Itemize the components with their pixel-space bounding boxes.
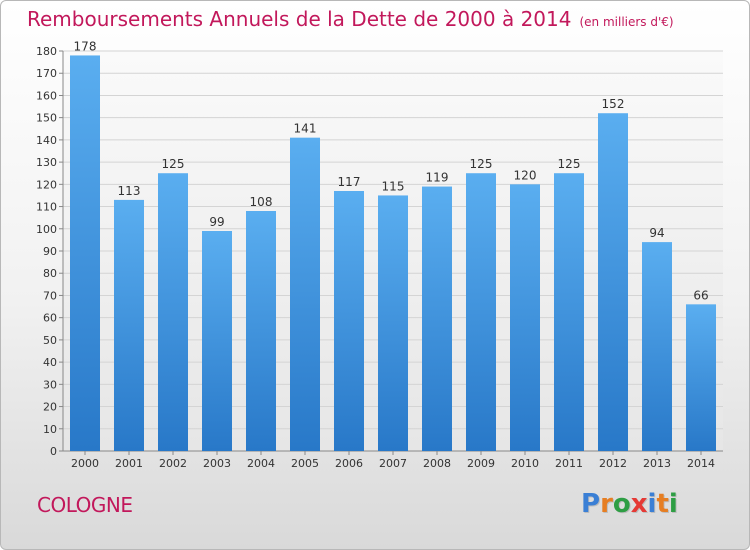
y-tick-label: 20 <box>43 401 57 414</box>
y-tick-label: 120 <box>36 178 57 191</box>
logo-letter: t <box>656 489 669 519</box>
bar <box>158 173 188 451</box>
logo-letter: o <box>612 489 631 519</box>
bar <box>554 173 584 451</box>
y-tick-label: 160 <box>36 89 57 102</box>
bar <box>290 137 320 451</box>
logo-letter: i <box>668 489 678 519</box>
y-tick-label: 40 <box>43 356 57 369</box>
city-name: COLOGNE <box>37 493 133 517</box>
logo-letter: i <box>647 489 657 519</box>
bar-value-label: 125 <box>558 157 581 171</box>
bar-value-label: 113 <box>118 184 141 198</box>
y-tick-label: 90 <box>43 245 57 258</box>
bar-value-label: 119 <box>426 171 449 185</box>
bar-value-label: 94 <box>649 226 664 240</box>
bar-value-label: 141 <box>294 122 317 136</box>
bar <box>686 304 716 451</box>
y-tick-label: 150 <box>36 112 57 125</box>
y-tick-label: 80 <box>43 267 57 280</box>
bar <box>510 184 540 452</box>
y-tick-label: 170 <box>36 67 57 80</box>
x-tick-label: 2011 <box>555 457 583 470</box>
bar-value-label: 178 <box>74 39 97 53</box>
y-tick-label: 110 <box>36 201 57 214</box>
y-tick-label: 30 <box>43 378 57 391</box>
y-tick-label: 10 <box>43 423 57 436</box>
y-tick-label: 50 <box>43 334 57 347</box>
bar-value-label: 125 <box>162 157 185 171</box>
bar <box>466 173 496 451</box>
bar-value-label: 120 <box>514 168 537 182</box>
x-tick-label: 2007 <box>379 457 407 470</box>
bar <box>598 113 628 451</box>
y-tick-label: 130 <box>36 156 57 169</box>
bar <box>246 211 276 451</box>
bar-value-label: 117 <box>338 175 361 189</box>
x-tick-label: 2002 <box>159 457 187 470</box>
x-tick-label: 2012 <box>599 457 627 470</box>
chart-title: Remboursements Annuels de la Dette de 20… <box>27 7 674 31</box>
x-tick-label: 2008 <box>423 457 451 470</box>
chart-subtitle: (en milliers d'€) <box>579 15 674 29</box>
x-tick-label: 2010 <box>511 457 539 470</box>
bar <box>422 186 452 452</box>
logo-letter: r <box>600 489 613 519</box>
proxiti-logo: Proxiti <box>581 489 678 519</box>
bar-value-label: 115 <box>382 179 405 193</box>
y-tick-label: 0 <box>50 445 57 458</box>
x-tick-label: 2009 <box>467 457 495 470</box>
bar <box>334 191 364 451</box>
bar-value-label: 125 <box>470 157 493 171</box>
x-tick-label: 2000 <box>71 457 99 470</box>
bar <box>378 195 408 451</box>
y-tick-label: 100 <box>36 223 57 236</box>
x-tick-label: 2004 <box>247 457 275 470</box>
bar-value-label: 108 <box>250 195 273 209</box>
y-tick-label: 60 <box>43 312 57 325</box>
logo-letter: P <box>581 489 601 519</box>
y-tick-label: 140 <box>36 134 57 147</box>
x-tick-label: 2014 <box>687 457 715 470</box>
x-tick-label: 2005 <box>291 457 319 470</box>
chart-title-text: Remboursements Annuels de la Dette de 20… <box>27 7 572 31</box>
x-tick-label: 2006 <box>335 457 363 470</box>
bar-value-label: 99 <box>209 215 224 229</box>
logo-letter: x <box>630 489 648 519</box>
x-tick-label: 2013 <box>643 457 671 470</box>
y-tick-label: 180 <box>36 45 57 58</box>
y-tick-label: 70 <box>43 289 57 302</box>
bar <box>202 231 232 451</box>
x-tick-label: 2001 <box>115 457 143 470</box>
bar <box>70 55 100 451</box>
bar <box>114 199 144 451</box>
x-tick-label: 2003 <box>203 457 231 470</box>
bar-value-label: 66 <box>693 288 708 302</box>
bar-value-label: 152 <box>602 97 625 111</box>
bar <box>642 242 672 451</box>
